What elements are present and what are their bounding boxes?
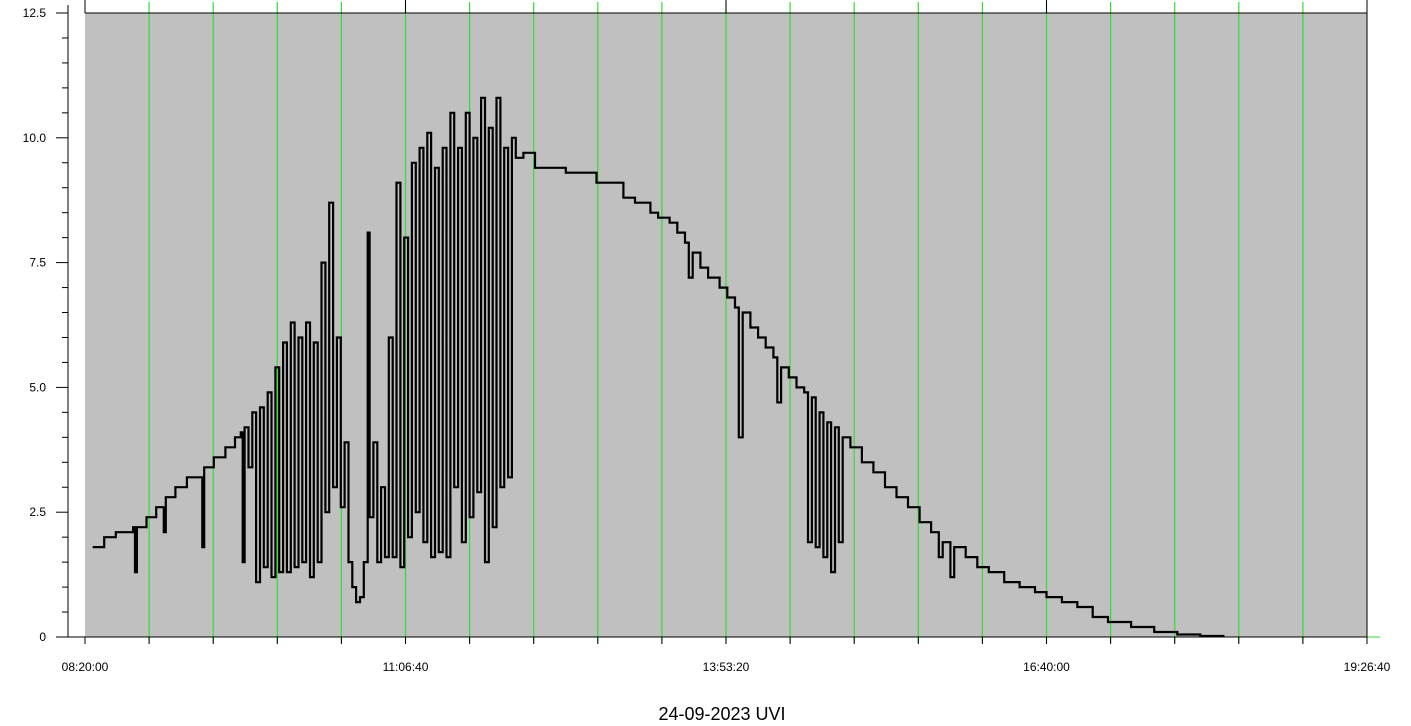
y-tick-label: 5.0: [29, 380, 46, 394]
x-tick-label: 13:53:20: [703, 660, 750, 674]
x-tick-label: 08:20:00: [62, 660, 109, 674]
chart-title: 24-09-2023 UVI: [658, 704, 785, 724]
y-tick-label: 10.0: [23, 131, 47, 145]
x-axis-ticks: 08:20:00 11:06:40 13:53:20 16:40:00 19:26:40: [62, 0, 1391, 674]
y-tick-label: 12.5: [23, 6, 47, 20]
y-tick-label: 0: [39, 630, 46, 644]
x-tick-label: 11:06:40: [383, 660, 429, 674]
x-tick-label: 16:40:00: [1023, 660, 1070, 674]
y-tick-label: 7.5: [29, 256, 46, 270]
y-tick-label: 2.5: [29, 505, 46, 519]
uvi-series-line: [92, 96, 1225, 638]
y-axis-ticks: 0 2.5 5.0 7.5 10.0 12.5: [23, 6, 68, 644]
x-tick-label: 19:26:40: [1344, 660, 1391, 674]
